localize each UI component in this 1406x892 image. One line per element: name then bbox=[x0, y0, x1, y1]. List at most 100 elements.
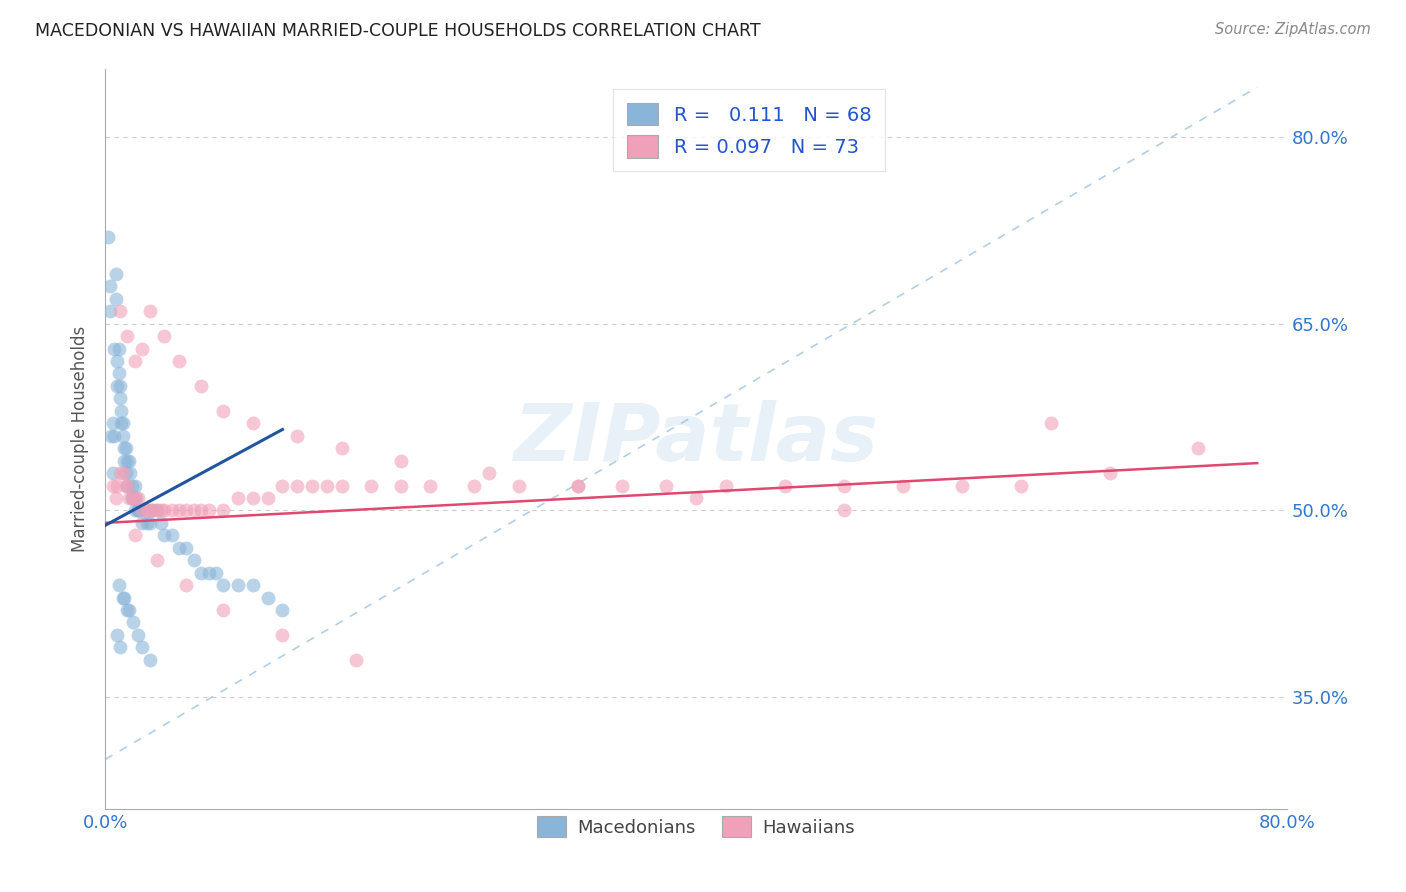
Point bbox=[104, 491, 127, 505]
Point bbox=[271, 478, 294, 492]
Point bbox=[389, 478, 412, 492]
Point bbox=[118, 453, 141, 467]
Point bbox=[146, 503, 169, 517]
Point bbox=[108, 304, 131, 318]
Point bbox=[131, 640, 153, 655]
Point bbox=[138, 503, 160, 517]
Point bbox=[105, 478, 128, 492]
Point bbox=[124, 491, 146, 505]
Point bbox=[256, 591, 278, 605]
Point bbox=[150, 503, 173, 517]
Point bbox=[104, 267, 127, 281]
Point bbox=[153, 528, 176, 542]
Point bbox=[146, 553, 169, 567]
Point bbox=[183, 503, 205, 517]
Point bbox=[212, 603, 235, 617]
Point bbox=[120, 466, 142, 480]
Point bbox=[131, 503, 153, 517]
Point bbox=[108, 640, 131, 655]
Point bbox=[125, 491, 148, 505]
Point bbox=[256, 491, 278, 505]
Point bbox=[285, 478, 308, 492]
Point bbox=[117, 329, 139, 343]
Point bbox=[655, 478, 678, 492]
Point bbox=[111, 466, 134, 480]
Point bbox=[107, 367, 129, 381]
Point bbox=[176, 503, 198, 517]
Point bbox=[115, 441, 138, 455]
Point bbox=[117, 478, 139, 492]
Point bbox=[124, 528, 146, 542]
Point bbox=[110, 417, 132, 431]
Point bbox=[121, 491, 143, 505]
Point bbox=[242, 417, 264, 431]
Point bbox=[773, 478, 796, 492]
Point bbox=[330, 478, 353, 492]
Point bbox=[127, 503, 149, 517]
Point bbox=[190, 566, 212, 580]
Point bbox=[115, 466, 138, 480]
Point bbox=[107, 578, 129, 592]
Point bbox=[105, 354, 128, 368]
Point bbox=[118, 491, 141, 505]
Point bbox=[1010, 478, 1032, 492]
Point bbox=[176, 541, 198, 555]
Point bbox=[110, 404, 132, 418]
Text: ZIPatlas: ZIPatlas bbox=[513, 400, 879, 478]
Point bbox=[167, 354, 190, 368]
Point bbox=[101, 466, 124, 480]
Point bbox=[271, 603, 294, 617]
Point bbox=[124, 503, 146, 517]
Point bbox=[117, 478, 139, 492]
Point bbox=[271, 628, 294, 642]
Point bbox=[330, 441, 353, 455]
Text: Source: ZipAtlas.com: Source: ZipAtlas.com bbox=[1215, 22, 1371, 37]
Point bbox=[190, 379, 212, 393]
Point bbox=[108, 379, 131, 393]
Legend: Macedonians, Hawaiians: Macedonians, Hawaiians bbox=[530, 809, 862, 845]
Point bbox=[183, 553, 205, 567]
Point bbox=[714, 478, 737, 492]
Point bbox=[124, 354, 146, 368]
Point bbox=[153, 329, 176, 343]
Point bbox=[1187, 441, 1209, 455]
Point bbox=[301, 478, 323, 492]
Point bbox=[98, 304, 121, 318]
Point bbox=[567, 478, 589, 492]
Point bbox=[100, 428, 122, 442]
Point bbox=[132, 503, 155, 517]
Point bbox=[131, 516, 153, 530]
Point bbox=[124, 478, 146, 492]
Point bbox=[315, 478, 337, 492]
Point bbox=[111, 417, 134, 431]
Text: MACEDONIAN VS HAWAIIAN MARRIED-COUPLE HOUSEHOLDS CORRELATION CHART: MACEDONIAN VS HAWAIIAN MARRIED-COUPLE HO… bbox=[35, 22, 761, 40]
Point bbox=[138, 653, 160, 667]
Point bbox=[127, 503, 149, 517]
Point bbox=[197, 503, 219, 517]
Point bbox=[135, 503, 157, 517]
Point bbox=[891, 478, 914, 492]
Point bbox=[285, 428, 308, 442]
Point bbox=[567, 478, 589, 492]
Point bbox=[389, 453, 412, 467]
Point bbox=[950, 478, 973, 492]
Point bbox=[360, 478, 382, 492]
Point bbox=[117, 453, 139, 467]
Point bbox=[1039, 417, 1062, 431]
Point bbox=[146, 503, 169, 517]
Point bbox=[115, 478, 138, 492]
Point bbox=[612, 478, 634, 492]
Point bbox=[138, 516, 160, 530]
Point bbox=[226, 491, 249, 505]
Point bbox=[176, 578, 198, 592]
Point bbox=[118, 603, 141, 617]
Point bbox=[167, 503, 190, 517]
Point bbox=[190, 503, 212, 517]
Point bbox=[167, 541, 190, 555]
Point bbox=[122, 491, 145, 505]
Point bbox=[131, 342, 153, 356]
Point bbox=[419, 478, 441, 492]
Y-axis label: Married-couple Households: Married-couple Households bbox=[72, 326, 89, 552]
Point bbox=[101, 478, 124, 492]
Point bbox=[105, 379, 128, 393]
